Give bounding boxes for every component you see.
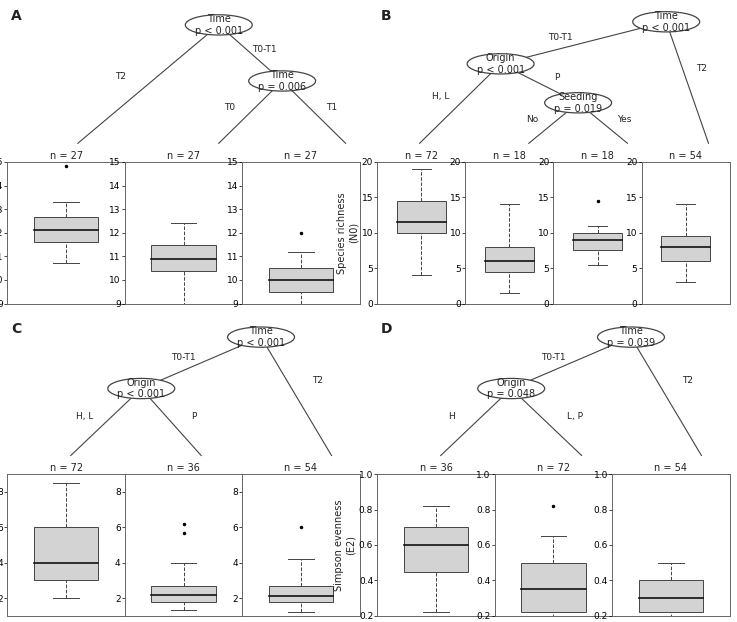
Text: C: C xyxy=(11,322,21,335)
Bar xyxy=(485,247,534,272)
Text: H, L: H, L xyxy=(432,92,450,101)
Text: Time
p = 0.006: Time p = 0.006 xyxy=(258,70,307,92)
Text: P: P xyxy=(554,73,559,82)
Text: Time
p < 0.001: Time p < 0.001 xyxy=(237,327,285,348)
Title: n = 72: n = 72 xyxy=(537,463,570,473)
Bar xyxy=(573,233,622,251)
Ellipse shape xyxy=(478,378,545,399)
Y-axis label: Species richness
(N0): Species richness (N0) xyxy=(338,192,359,274)
Bar xyxy=(269,586,333,601)
Bar xyxy=(404,527,468,572)
Y-axis label: Simpson evenness
(E2): Simpson evenness (E2) xyxy=(335,499,356,591)
Text: H: H xyxy=(448,412,455,421)
Bar xyxy=(521,563,586,612)
Bar xyxy=(34,218,98,242)
Text: T2: T2 xyxy=(696,64,707,73)
Title: n = 27: n = 27 xyxy=(49,151,83,161)
Text: Seeding
p = 0.019: Seeding p = 0.019 xyxy=(554,92,602,114)
Text: T0-T1: T0-T1 xyxy=(252,45,277,54)
Text: D: D xyxy=(381,322,392,335)
Text: T1: T1 xyxy=(326,103,337,112)
Title: n = 27: n = 27 xyxy=(284,151,318,161)
Text: Origin
p < 0.001: Origin p < 0.001 xyxy=(477,53,525,75)
Text: T0-T1: T0-T1 xyxy=(171,353,196,362)
Bar xyxy=(639,580,703,612)
Title: n = 18: n = 18 xyxy=(493,151,526,161)
Text: H, L: H, L xyxy=(76,412,94,421)
Title: n = 54: n = 54 xyxy=(654,463,688,473)
Ellipse shape xyxy=(633,12,699,32)
Text: Time
p = 0.039: Time p = 0.039 xyxy=(607,327,655,348)
Title: n = 54: n = 54 xyxy=(669,151,702,161)
Text: Origin
p = 0.048: Origin p = 0.048 xyxy=(487,378,535,399)
Bar xyxy=(151,244,216,271)
Text: Yes: Yes xyxy=(617,116,631,124)
Text: T2: T2 xyxy=(312,376,323,385)
Ellipse shape xyxy=(545,93,612,113)
Text: L, P: L, P xyxy=(567,412,583,421)
Text: Origin
p < 0.001: Origin p < 0.001 xyxy=(117,378,165,399)
Text: Time
p < 0.001: Time p < 0.001 xyxy=(642,11,691,32)
Text: T0: T0 xyxy=(224,103,235,112)
Text: T2: T2 xyxy=(682,376,693,385)
Ellipse shape xyxy=(108,378,175,399)
Bar xyxy=(151,586,216,601)
Title: n = 36: n = 36 xyxy=(167,463,200,473)
Bar xyxy=(34,527,98,580)
Ellipse shape xyxy=(248,71,315,91)
Bar xyxy=(269,268,333,292)
Title: n = 36: n = 36 xyxy=(419,463,453,473)
Text: Time
p < 0.001: Time p < 0.001 xyxy=(195,14,242,35)
Ellipse shape xyxy=(228,327,295,347)
Bar xyxy=(661,236,710,261)
Bar xyxy=(397,201,446,233)
Text: A: A xyxy=(11,9,21,24)
Ellipse shape xyxy=(467,53,534,74)
Title: n = 72: n = 72 xyxy=(49,463,83,473)
Title: n = 54: n = 54 xyxy=(284,463,318,473)
Text: T0-T1: T0-T1 xyxy=(548,33,573,42)
Title: n = 18: n = 18 xyxy=(581,151,614,161)
Text: P: P xyxy=(192,412,197,421)
Title: n = 27: n = 27 xyxy=(167,151,200,161)
Ellipse shape xyxy=(185,15,252,35)
Text: B: B xyxy=(381,9,391,24)
Ellipse shape xyxy=(598,327,665,347)
Text: No: No xyxy=(526,116,539,124)
Title: n = 72: n = 72 xyxy=(405,151,438,161)
Text: T2: T2 xyxy=(115,72,125,81)
Text: T0-T1: T0-T1 xyxy=(541,353,566,362)
